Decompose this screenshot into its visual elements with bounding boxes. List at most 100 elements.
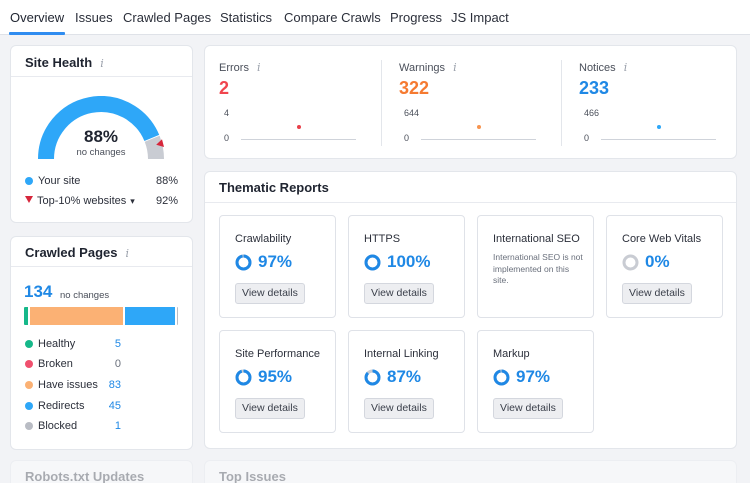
chevron-down-icon[interactable]: ▾ [130, 196, 135, 206]
report-score[interactable]: 100% [387, 252, 431, 271]
report-name[interactable]: HTTPS [364, 233, 401, 245]
crawled-pages-row-healthy[interactable]: Healthy [25, 338, 75, 350]
row-value[interactable]: 83 [108, 379, 121, 391]
report-score[interactable]: 97% [258, 252, 293, 271]
top-issues-title: Top Issues [219, 469, 286, 483]
report-score[interactable]: 0% [645, 252, 670, 271]
report-international-seo: International SEO International SEO is no… [477, 215, 594, 318]
site-health-value: 88% [83, 127, 119, 146]
crawled-pages-row-have-issues[interactable]: Have issues [25, 379, 98, 391]
axis-bottom-label: 0 [224, 133, 230, 143]
row-label: Blocked [38, 420, 78, 432]
axis-top-label: 644 [404, 108, 420, 118]
tab-statistics[interactable]: Statistics [220, 10, 273, 25]
legend-label: Your site [38, 175, 81, 187]
info-icon[interactable]: i [125, 247, 130, 260]
report-score[interactable]: 97% [516, 367, 551, 386]
thematic-reports-title: Thematic Reports [219, 180, 329, 195]
your-site-value: 88% [155, 175, 178, 187]
crawled-pages-title: Crawled Pages i [25, 245, 129, 260]
site-health-gauge [38, 96, 164, 160]
your-site-dot-icon [25, 177, 33, 185]
report-crawlability: Crawlability 97% View details [219, 215, 336, 318]
sparkline-point[interactable] [657, 124, 661, 129]
errors-label: Errors i [219, 61, 260, 74]
sparkline-axis [241, 139, 356, 140]
crawled-pages-row-redirects[interactable]: Redirects [25, 400, 84, 412]
row-value[interactable]: 1 [114, 420, 121, 432]
axis-bottom-label: 0 [584, 133, 590, 143]
crawled-pages-row-broken[interactable]: Broken [25, 358, 73, 370]
sparkline-point[interactable] [477, 124, 481, 129]
metric-separator [561, 60, 562, 146]
info-icon[interactable]: i [623, 61, 628, 74]
view-details-button[interactable]: View details [364, 283, 434, 304]
crawled-pages-card: Crawled Pages i [10, 236, 193, 450]
report-score[interactable]: 95% [258, 367, 293, 386]
row-value[interactable]: 5 [114, 338, 121, 350]
robots-title: Robots.txt Updates [25, 469, 145, 483]
site-health-title-text: Site Health [25, 55, 93, 70]
legend-top10[interactable]: Top-10% websites ▾ [25, 195, 135, 207]
info-icon[interactable]: i [453, 61, 457, 74]
top10-value: 92% [155, 195, 178, 207]
tab-issues[interactable]: Issues [75, 10, 113, 25]
top10-marker-icon [156, 139, 164, 147]
site-health-change: no changes [76, 147, 126, 158]
view-details-button[interactable]: View details [493, 398, 563, 419]
top-issues-card: Top Issues [204, 460, 737, 483]
info-icon[interactable]: i [256, 61, 261, 74]
tab-crawled-pages[interactable]: Crawled Pages [123, 10, 212, 25]
top10-triangle-icon [25, 196, 33, 203]
report-name[interactable]: Crawlability [235, 233, 292, 245]
info-icon[interactable]: i [100, 57, 104, 70]
nav-tabs: Overview Issues Crawled Pages Statistics… [0, 0, 750, 35]
row-value[interactable]: 45 [108, 400, 121, 412]
row-label: Healthy [38, 338, 76, 350]
row-label: Have issues [38, 379, 98, 391]
sparkline-point[interactable] [297, 124, 301, 129]
crawled-pages-total[interactable]: 134 [24, 282, 53, 301]
axis-top-label: 466 [584, 108, 600, 118]
report-core-web-vitals: Core Web Vitals 0% View details [606, 215, 723, 318]
bar-segment-redirects[interactable] [125, 307, 177, 325]
crawled-pages-bar[interactable] [24, 307, 178, 325]
report-markup: Markup 97% View details [477, 330, 594, 433]
bar-segment-healthy[interactable] [24, 307, 30, 325]
crawled-pages-row-blocked[interactable]: Blocked [25, 420, 77, 432]
bar-segment-blocked[interactable] [176, 307, 178, 325]
report-name[interactable]: International SEO [493, 233, 580, 245]
tab-progress[interactable]: Progress [390, 10, 443, 25]
card-divider [11, 266, 192, 267]
metric-separator [381, 60, 382, 146]
report-site-performance: Site Performance 95% View details [219, 330, 336, 433]
site-health-card: Site Health i [10, 45, 193, 223]
bar-segment-have-issues[interactable] [29, 307, 126, 325]
card-divider [11, 76, 192, 77]
score-ring-icon [493, 369, 510, 386]
report-name[interactable]: Markup [493, 348, 530, 360]
tab-js-impact[interactable]: JS Impact [451, 10, 509, 25]
score-ring-icon [235, 254, 252, 271]
report-name[interactable]: Site Performance [235, 348, 320, 360]
view-details-button[interactable]: View details [235, 283, 305, 304]
score-ring-icon [364, 254, 381, 271]
view-details-button[interactable]: View details [364, 398, 434, 419]
report-score[interactable]: 87% [387, 367, 422, 386]
tab-compare-crawls[interactable]: Compare Crawls [284, 10, 381, 25]
view-details-button[interactable]: View details [622, 283, 692, 304]
status-dot-icon [25, 340, 33, 348]
view-details-button[interactable]: View details [235, 398, 305, 419]
warnings-count[interactable]: 322 [399, 78, 430, 98]
notices-count[interactable]: 233 [579, 78, 610, 98]
tab-overview[interactable]: Overview [10, 10, 65, 25]
issues-summary-card [204, 45, 737, 159]
status-dot-icon [25, 381, 33, 389]
report-name[interactable]: Internal Linking [364, 348, 439, 360]
site-health-title: Site Health i [25, 55, 104, 70]
errors-count[interactable]: 2 [219, 78, 230, 98]
crawled-pages-title-text: Crawled Pages [25, 245, 118, 260]
robots-card: Robots.txt Updates [10, 460, 193, 483]
axis-bottom-label: 0 [404, 133, 410, 143]
report-name[interactable]: Core Web Vitals [622, 233, 702, 245]
